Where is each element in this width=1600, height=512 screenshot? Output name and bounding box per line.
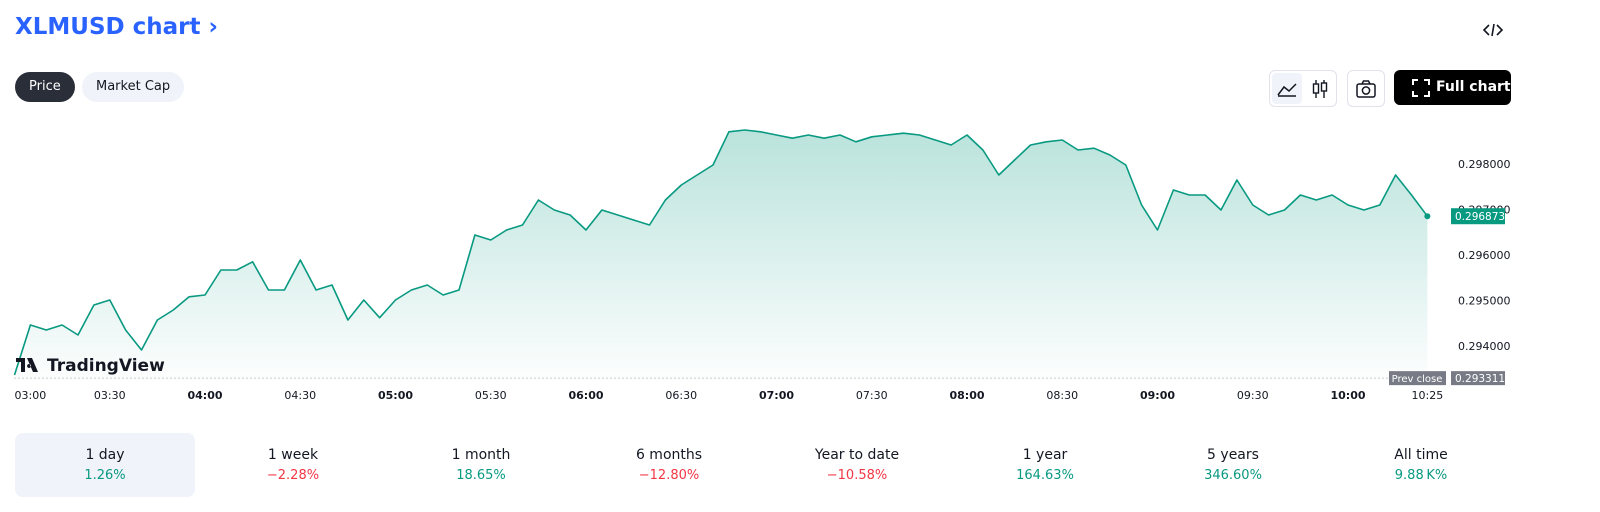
snapshot-button[interactable]	[1347, 70, 1385, 107]
period-change: 18.65%	[456, 468, 506, 483]
logo-mark	[16, 358, 38, 372]
prev-close-tag	[1389, 371, 1446, 386]
period-label: 6 months	[635, 447, 703, 463]
price-line	[13, 129, 1429, 376]
period-label: 5 years	[1207, 447, 1259, 463]
x-tick-label: 04:00	[187, 389, 222, 402]
period-label: 1 month	[451, 447, 511, 463]
period-option[interactable]: 1 week −2.28%	[203, 433, 383, 497]
y-tick-label: 0.295000	[1458, 294, 1511, 307]
chart-title[interactable]: XLMUSD chart ›	[15, 14, 218, 40]
x-tick-label: 03:00	[15, 389, 47, 402]
x-tick-label: 05:30	[475, 389, 507, 402]
x-tick-label: 10:00	[1330, 389, 1365, 402]
x-tick-label: 08:00	[949, 389, 984, 402]
period-change: 9.88 K%	[1394, 468, 1448, 483]
prev-close-text: Prev close	[1392, 374, 1443, 385]
period-change: 1.26%	[84, 468, 126, 483]
prev-close-box	[1451, 371, 1505, 386]
current-price-label: 0.296873	[1455, 211, 1505, 223]
period-option[interactable]: 5 years 346.60%	[1143, 433, 1323, 497]
x-tick-label: 09:00	[1140, 389, 1175, 402]
period-option[interactable]: 1 year 164.63%	[955, 433, 1135, 497]
period-option[interactable]: 1 day 1.26%	[15, 433, 195, 497]
prev-close-value: 0.293311	[1455, 373, 1505, 385]
embed-icon[interactable]	[1481, 20, 1505, 40]
chart: 0.2940000.2950000.2960000.2970000.298000…	[13, 129, 1511, 402]
current-price-box	[1451, 208, 1505, 225]
x-tick-label: 09:30	[1237, 389, 1269, 402]
tab[interactable]: Market Cap	[82, 72, 185, 102]
period-change: 164.63%	[1016, 468, 1074, 483]
period-change: −2.28%	[266, 468, 320, 483]
tab[interactable]: Price	[15, 72, 75, 102]
period-option[interactable]: Year to date −10.58%	[767, 433, 947, 497]
period-change: −12.80%	[638, 468, 700, 483]
x-tick-label: 08:30	[1046, 389, 1078, 402]
tradingview-logo: TradingView	[16, 356, 165, 376]
expand-icon	[1412, 79, 1430, 97]
period-label: All time	[1394, 447, 1448, 463]
period-option[interactable]: 1 month 18.65%	[391, 433, 571, 497]
y-tick-label: 0.298000	[1458, 158, 1511, 171]
period-label: 1 year	[1022, 447, 1068, 463]
period-label: 1 week	[267, 447, 319, 463]
period-label: Year to date	[814, 447, 900, 463]
period-change: −10.58%	[826, 468, 888, 483]
button-label: Full chart	[1436, 79, 1511, 95]
x-tick-label: 10:25	[1412, 389, 1444, 402]
area-fill	[14, 130, 1428, 380]
x-tick-label: 05:00	[378, 389, 413, 402]
chart-style-toggle[interactable]	[1269, 70, 1337, 107]
full-chart-button[interactable]: Full chart	[1394, 70, 1511, 105]
x-tick-label: 07:00	[759, 389, 794, 402]
y-tick-label: 0.296000	[1458, 249, 1511, 262]
x-tick-label: 04:30	[284, 389, 316, 402]
camera-icon[interactable]	[1355, 79, 1377, 99]
x-tick-label: 03:30	[94, 389, 126, 402]
y-tick-label: 0.294000	[1458, 340, 1511, 353]
x-tick-label: 06:30	[665, 389, 697, 402]
period-label: 1 day	[85, 447, 125, 463]
period-option[interactable]: 6 months −12.80%	[579, 433, 759, 497]
last-point	[1424, 213, 1431, 220]
candle-icon[interactable]	[1310, 78, 1330, 100]
x-tick-label: 07:30	[856, 389, 888, 402]
logo-text: TradingView	[47, 356, 165, 376]
x-tick-label: 06:00	[568, 389, 603, 402]
area-icon[interactable]	[1276, 79, 1298, 99]
period-change: 346.60%	[1204, 468, 1262, 483]
period-option[interactable]: All time 9.88 K%	[1331, 433, 1511, 497]
